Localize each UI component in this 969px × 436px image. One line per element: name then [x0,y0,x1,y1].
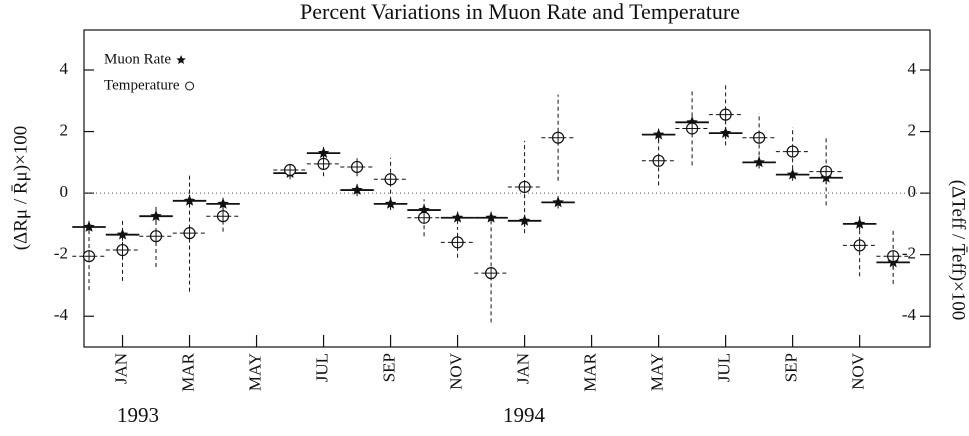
x-tick-label: JAN [513,353,532,384]
circle-marker [551,131,565,144]
star-marker [116,228,129,240]
star-marker [351,184,363,195]
y2-tick-label: -4 [902,305,917,324]
star-marker [451,211,464,223]
star-marker [384,197,397,209]
x-tick-label: JAN [111,353,130,384]
plot-frame [83,29,931,348]
y2-tick-label: 0 [908,182,917,201]
circle-marker-cross [117,244,129,256]
x-tick-label: JUL [715,353,734,382]
legend-marker [185,81,195,91]
x-tick-label: JUL [312,353,331,382]
circle-marker-cross [385,173,397,185]
circle-marker [116,243,129,257]
circle-marker-cross [150,230,162,242]
circle-marker-cross [519,181,531,193]
y2-tick-label: 2 [908,120,917,139]
circle-marker-cross [83,250,95,262]
legend-marker [176,55,186,64]
circle-marker [887,250,900,263]
circle-marker [417,211,431,224]
circle-marker-cross [318,158,330,170]
legend-label: Temperature [104,77,180,93]
circle-marker-cross [787,146,799,158]
circle-marker [786,145,799,158]
circle-marker-cross [351,161,363,173]
circle-marker [853,239,866,252]
y2-axis-label: (ΔTeff / T̄eff)×100 [948,180,969,321]
circle-marker [719,108,732,121]
circle-marker [183,227,196,240]
circle-marker-cross [418,212,430,224]
x-tick-label: MAR [581,352,600,391]
circle-marker [317,157,330,170]
circle-marker [451,236,464,249]
circle-marker-cross [854,239,866,251]
circle-marker-cross [284,164,296,176]
circle-marker [753,131,766,144]
star-marker [652,128,665,140]
circle-marker [484,267,498,280]
circle-marker [384,173,397,186]
star-marker [418,204,430,215]
circle-marker-cross [653,155,665,167]
y-tick-label: 4 [60,59,69,78]
x-tick-label: SEP [379,353,398,382]
x-tick-label: NOV [849,352,868,390]
star-marker [552,196,564,208]
year-label: 1994 [503,403,546,427]
y-tick-label: 2 [60,120,69,139]
circle-marker-cross [820,166,832,178]
circle-marker [82,250,96,263]
circle-marker-cross [552,132,564,144]
star-marker [518,214,531,226]
y-axis-label: (ΔRμ / R̄μ)×100 [10,126,31,251]
star-marker [719,127,732,138]
circle-marker [350,160,364,174]
circle-marker [149,230,163,243]
y2-tick-label: -2 [902,244,916,263]
x-tick-label: MAY [245,353,264,391]
year-label: 1993 [117,403,159,427]
star-marker [485,211,497,223]
circle-marker-cross [217,210,229,222]
circle-marker-cross [720,109,732,121]
legend-label: Muon Rate [104,51,171,67]
x-tick-label: NOV [446,352,465,390]
x-tick-label: SEP [782,353,801,382]
y2-tick-label: 4 [908,59,917,78]
y-tick-label: 0 [60,182,69,201]
y-tick-label: -2 [54,244,68,263]
circle-marker [216,210,230,223]
circle-marker-cross [686,122,698,134]
circle-marker-cross [184,227,196,239]
chart-title: Percent Variations in Muon Rate and Temp… [300,0,740,24]
x-tick-label: MAR [178,352,197,391]
circle-marker [283,163,297,177]
circle-marker [686,122,699,135]
circle-marker [518,180,531,194]
y-tick-label: -4 [54,305,69,324]
x-tick-label: MAY [648,353,667,391]
circle-marker [820,165,833,178]
circle-marker-cross [452,236,464,248]
circle-marker-cross [887,250,899,262]
circle-marker [652,154,665,167]
circle-marker-cross [485,267,497,279]
circle-marker-cross [753,132,765,144]
